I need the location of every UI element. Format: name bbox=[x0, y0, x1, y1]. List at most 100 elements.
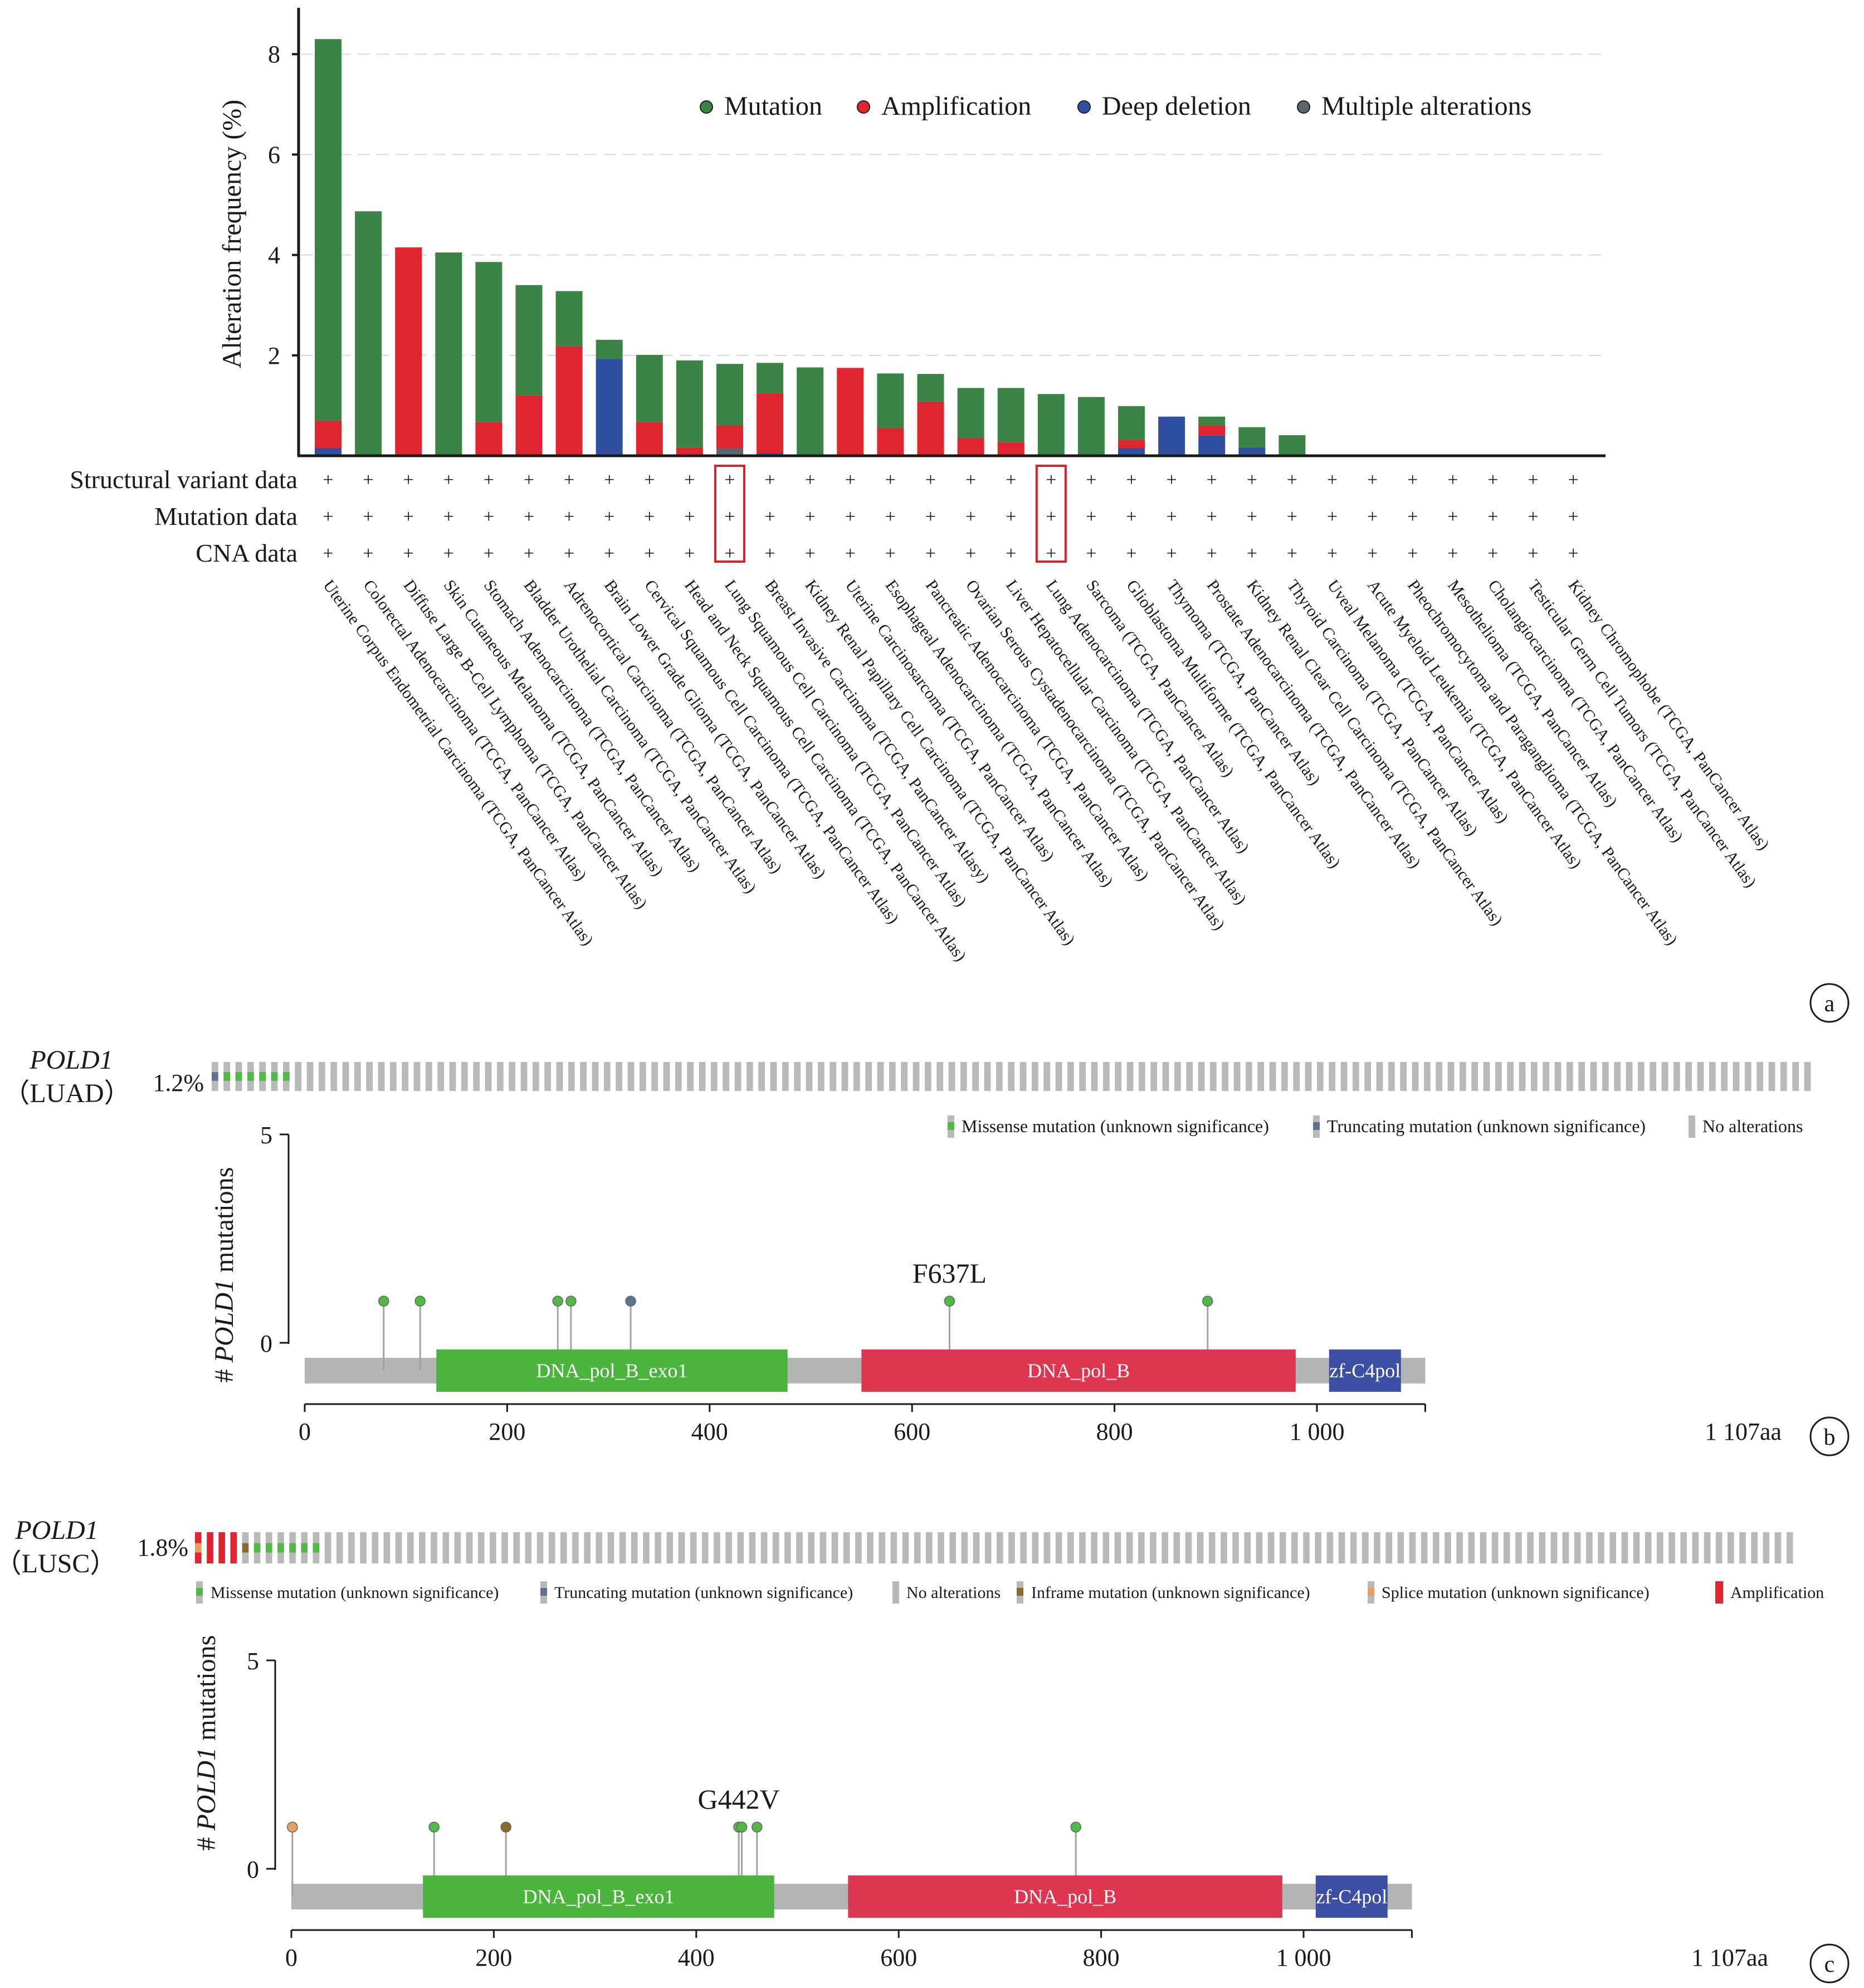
sample-68 bbox=[997, 1532, 1003, 1563]
bar-10-amplification bbox=[716, 425, 743, 449]
sample-2-missense bbox=[235, 1072, 242, 1081]
data-mark-28-0: + bbox=[1447, 470, 1458, 490]
data-mark-25-2: + bbox=[1327, 543, 1338, 564]
data-mark-9-2: + bbox=[684, 543, 695, 564]
domain-DNA_pol_B bbox=[861, 1349, 1296, 1392]
bar-20-mutation bbox=[1118, 406, 1145, 440]
sample-45 bbox=[725, 1532, 732, 1563]
sample-122 bbox=[1661, 1062, 1668, 1091]
sample-107 bbox=[1483, 1062, 1490, 1091]
domain-label-DNA_pol_B: DNA_pol_B bbox=[1014, 1885, 1116, 1908]
sample-15 bbox=[372, 1532, 379, 1563]
legend-c-splice-label: Splice mutation (unknown significance) bbox=[1382, 1583, 1650, 1602]
sample-10 bbox=[330, 1062, 338, 1091]
highlight-box-1 bbox=[1035, 465, 1067, 563]
panel-a-gridlines bbox=[301, 53, 1606, 356]
sample-3-missense bbox=[247, 1072, 254, 1081]
panel-b-gene-label: POLD1 bbox=[29, 1045, 113, 1075]
y-tick-label-5: 5 bbox=[247, 1648, 259, 1675]
data-mark-22-1: + bbox=[1207, 506, 1217, 527]
sample-95 bbox=[1315, 1532, 1322, 1563]
panel-c-legend: Missense mutation (unknown significance)… bbox=[196, 1581, 1824, 1604]
sample-76 bbox=[1091, 1532, 1097, 1563]
data-mark-16-0: + bbox=[965, 470, 976, 490]
sample-117 bbox=[1574, 1532, 1581, 1563]
sample-39 bbox=[655, 1532, 661, 1563]
sample-108 bbox=[1495, 1062, 1502, 1091]
y-tick-label-6: 6 bbox=[268, 141, 280, 168]
sample-95 bbox=[1340, 1062, 1348, 1091]
legend-no-alteration-swatch bbox=[1689, 1115, 1695, 1138]
data-mark-18-2: + bbox=[1046, 543, 1056, 564]
legend-c-amplification-swatch bbox=[1715, 1581, 1723, 1604]
data-mark-3-0: + bbox=[443, 470, 454, 490]
sample-18 bbox=[426, 1062, 432, 1091]
sample-77 bbox=[1102, 1532, 1110, 1563]
sample-3-amplification bbox=[230, 1532, 237, 1563]
legend-deep-deletion-swatch bbox=[1077, 100, 1091, 114]
sample-124 bbox=[1657, 1532, 1663, 1563]
sample-100 bbox=[1374, 1532, 1380, 1563]
sample-99 bbox=[1362, 1532, 1369, 1563]
sample-0-overlay bbox=[195, 1543, 202, 1553]
data-mark-0-1: + bbox=[323, 506, 333, 527]
sample-83 bbox=[1198, 1062, 1205, 1091]
sample-38 bbox=[663, 1062, 670, 1091]
sample-38 bbox=[643, 1532, 650, 1563]
bar-20-amplification bbox=[1118, 440, 1145, 449]
sample-113 bbox=[1554, 1062, 1562, 1091]
panel-c-percent-label: 1.8% bbox=[137, 1534, 188, 1561]
panel-c-cohort-label: （LUSC） bbox=[0, 1549, 116, 1578]
sample-106 bbox=[1471, 1062, 1478, 1091]
data-mark-18-1: + bbox=[1046, 506, 1056, 527]
data-mark-29-0: + bbox=[1487, 470, 1498, 490]
sample-30 bbox=[548, 1532, 555, 1563]
data-mark-2-0: + bbox=[403, 470, 414, 490]
sample-9 bbox=[319, 1062, 325, 1091]
sample-40 bbox=[666, 1532, 674, 1563]
legend-multiple-swatch bbox=[1297, 100, 1310, 114]
bar-17-amplification bbox=[997, 442, 1024, 456]
panel-a-label: a bbox=[1824, 991, 1835, 1017]
sample-120 bbox=[1638, 1062, 1645, 1091]
sample-60 bbox=[925, 1062, 931, 1091]
sample-62 bbox=[926, 1532, 933, 1563]
sample-90 bbox=[1281, 1062, 1288, 1091]
sample-105 bbox=[1432, 1532, 1440, 1563]
sample-8-missense bbox=[289, 1543, 296, 1553]
x-tick-label-600: 600 bbox=[894, 1418, 930, 1445]
x-tick-label-1000: 1 000 bbox=[1276, 1944, 1331, 1971]
sample-43 bbox=[723, 1062, 730, 1091]
data-mark-24-0: + bbox=[1287, 470, 1297, 490]
sample-78 bbox=[1114, 1532, 1121, 1563]
sample-70 bbox=[1020, 1532, 1027, 1563]
sample-78 bbox=[1139, 1062, 1145, 1091]
data-mark-13-2: + bbox=[845, 543, 856, 564]
row-label-structural-variant: Structural variant data bbox=[70, 465, 297, 494]
sample-17 bbox=[413, 1062, 421, 1091]
sample-82 bbox=[1186, 1062, 1193, 1091]
data-mark-28-2: + bbox=[1447, 543, 1458, 564]
sample-110 bbox=[1491, 1532, 1499, 1563]
data-mark-1-1: + bbox=[363, 506, 374, 527]
data-mark-27-2: + bbox=[1407, 543, 1418, 564]
panel-c-oncoprint bbox=[195, 1532, 1793, 1563]
sample-91 bbox=[1293, 1062, 1300, 1091]
data-mark-11-1: + bbox=[765, 506, 775, 527]
sample-79 bbox=[1126, 1532, 1133, 1563]
sample-77 bbox=[1126, 1062, 1134, 1091]
sample-110 bbox=[1519, 1062, 1526, 1091]
sample-84 bbox=[1185, 1532, 1192, 1563]
sample-47 bbox=[770, 1062, 777, 1091]
sample-40 bbox=[687, 1062, 694, 1091]
data-mark-16-2: + bbox=[965, 543, 976, 564]
sample-7 bbox=[295, 1062, 302, 1091]
data-mark-21-1: + bbox=[1167, 506, 1177, 527]
sample-89 bbox=[1244, 1532, 1251, 1563]
y-tick-label-4: 4 bbox=[268, 242, 280, 269]
sample-11 bbox=[324, 1532, 331, 1563]
sample-134 bbox=[1804, 1062, 1811, 1091]
sample-50 bbox=[784, 1532, 791, 1563]
legend-truncating-swatch-fill bbox=[1313, 1122, 1320, 1130]
sample-98 bbox=[1350, 1532, 1357, 1563]
